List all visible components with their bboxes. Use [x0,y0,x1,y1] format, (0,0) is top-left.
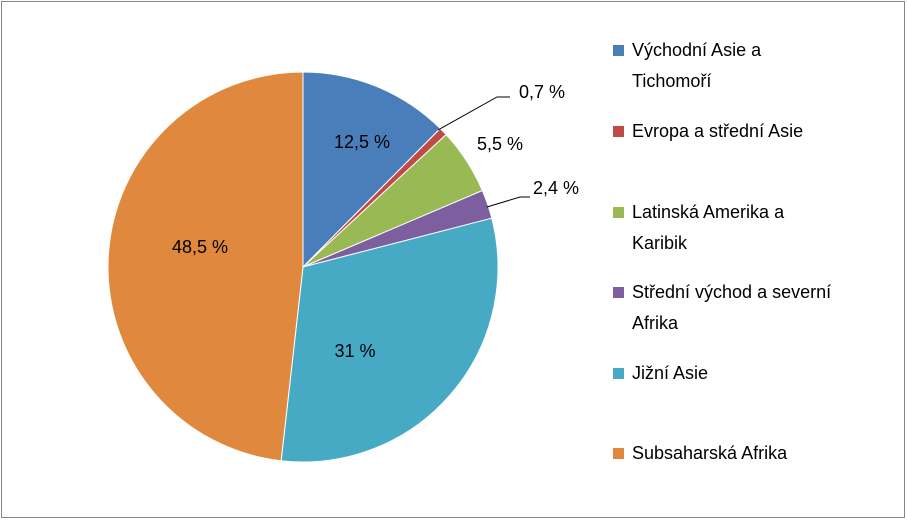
data-label: 48,5 % [172,237,228,257]
legend-label: Východní Asie a Tichomoří [632,40,762,91]
legend-item: Střední východ a severní Afrika [613,277,837,339]
legend-swatch [613,126,624,137]
legend-swatch [613,448,624,459]
pie-slice [107,71,304,462]
legend-item: Východní Asie a Tichomoří [613,35,837,97]
legend-item: Evropa a střední Asie [613,116,837,147]
pie-slice [280,217,499,463]
data-label: 5,5 % [477,134,523,154]
legend-item: Subsaharská Afrika [613,438,837,469]
legend-swatch [613,368,624,379]
leader-line [437,96,510,131]
leader-line [486,196,530,208]
data-label: 12,5 % [334,132,390,152]
legend-label: Latinská Amerika a Karibik [632,202,785,253]
data-label: 31 % [334,341,375,361]
legend-swatch [613,287,624,298]
legend-swatch [613,207,624,218]
legend-label: Evropa a střední Asie [632,121,804,141]
legend-item: Latinská Amerika a Karibik [613,197,837,259]
data-label: 0,7 % [519,82,565,102]
legend-item: Jižní Asie [613,358,837,389]
pie-slice [302,71,441,269]
legend-label: Subsaharská Afrika [632,443,788,463]
data-label: 2,4 % [533,178,579,198]
legend-label: Střední východ a severní Afrika [632,282,832,333]
legend-swatch [613,45,624,56]
legend-label: Jižní Asie [632,363,709,383]
